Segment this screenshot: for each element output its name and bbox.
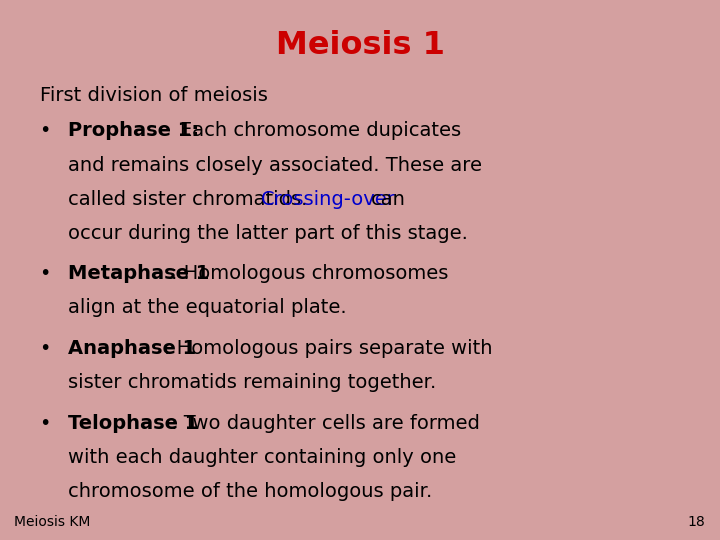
Text: occur during the latter part of this stage.: occur during the latter part of this sta… [68, 224, 468, 242]
Text: : Homologous pairs separate with: : Homologous pairs separate with [164, 339, 492, 358]
Text: and remains closely associated. These are: and remains closely associated. These ar… [68, 156, 482, 174]
Text: sister chromatids remaining together.: sister chromatids remaining together. [68, 373, 436, 392]
Text: called sister chromatids.: called sister chromatids. [68, 190, 307, 208]
Text: with each daughter containing only one: with each daughter containing only one [68, 448, 456, 467]
Text: •: • [40, 414, 51, 433]
Text: Anaphase 1: Anaphase 1 [68, 339, 197, 358]
Text: Meiosis KM: Meiosis KM [14, 515, 91, 529]
Text: : Homologous chromosomes: : Homologous chromosomes [171, 265, 449, 284]
Text: First division of meiosis: First division of meiosis [40, 86, 267, 105]
Text: align at the equatorial plate.: align at the equatorial plate. [68, 299, 347, 318]
Text: Metaphase 1: Metaphase 1 [68, 265, 210, 284]
Text: can: can [371, 190, 405, 208]
Text: Meiosis 1: Meiosis 1 [276, 30, 444, 60]
Text: Telophase 1: Telophase 1 [68, 414, 199, 433]
Text: Each chromosome dupicates: Each chromosome dupicates [180, 122, 461, 140]
Text: •: • [40, 265, 51, 284]
Text: 18: 18 [688, 515, 706, 529]
Text: chromosome of the homologous pair.: chromosome of the homologous pair. [68, 482, 433, 501]
Text: Prophase 1:: Prophase 1: [68, 122, 199, 140]
Text: •: • [40, 339, 51, 358]
Text: •: • [40, 122, 51, 140]
Text: : Two daughter cells are formed: : Two daughter cells are formed [171, 414, 480, 433]
Text: Crossing-over: Crossing-over [261, 190, 396, 208]
